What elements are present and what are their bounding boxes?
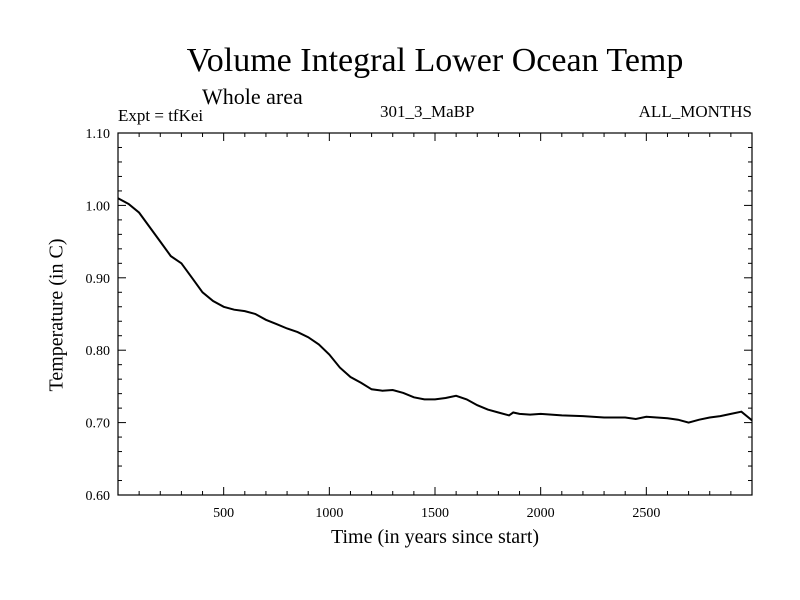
- y-axis-label: Temperature (in C): [45, 238, 68, 392]
- x-tick-label: 2500: [632, 506, 660, 521]
- chart-title: Volume Integral Lower Ocean Temp: [186, 42, 684, 79]
- plot-frame: [117, 132, 753, 496]
- experiment-label: Expt = tfKei: [118, 106, 204, 125]
- x-tick-label: 500: [213, 506, 234, 521]
- run-label: 301_3_MaBP: [380, 102, 475, 121]
- y-tick-label: 1.10: [86, 127, 111, 142]
- chart-subtitle: Whole area: [202, 84, 303, 109]
- y-tick-label: 1.00: [86, 199, 111, 214]
- x-tick-label: 1500: [421, 506, 449, 521]
- axis-ticks: 500 1000 1500 2000 2500 0.60 0.70 0.80 0.90 1.00 1…: [86, 127, 752, 521]
- y-tick-label: 0.90: [86, 272, 111, 287]
- y-tick-label: 0.80: [86, 344, 111, 359]
- x-tick-label: 2000: [527, 506, 555, 521]
- y-tick-label: 0.60: [86, 489, 111, 504]
- x-tick-label: 1000: [315, 506, 343, 521]
- months-label: ALL_MONTHS: [638, 102, 752, 121]
- series-line: [117, 197, 753, 424]
- y-tick-label: 0.70: [86, 417, 111, 432]
- x-axis-label: Time (in years since start): [330, 526, 540, 548]
